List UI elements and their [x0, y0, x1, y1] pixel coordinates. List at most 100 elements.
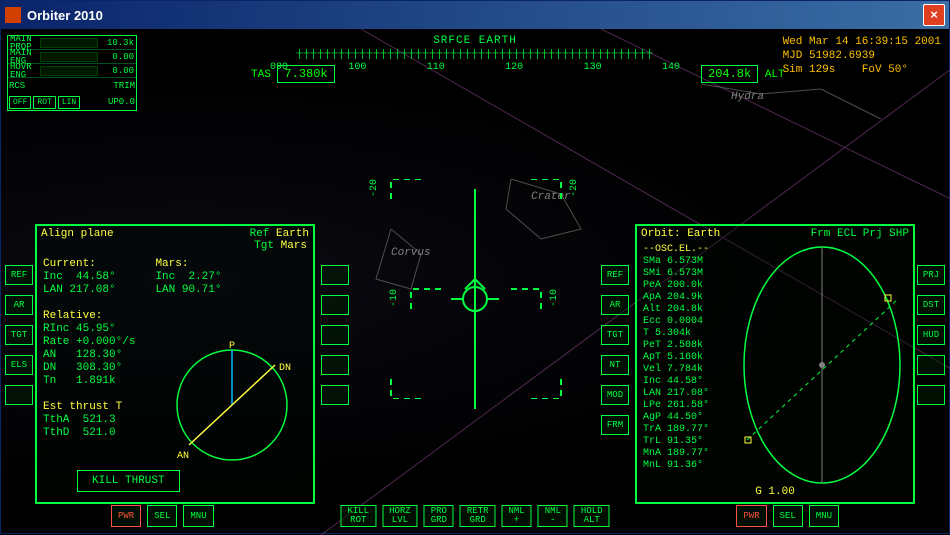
mfd-left-bottom-buttons: PWR SEL MNU — [111, 505, 214, 527]
main-eng-value: 0.00 — [100, 52, 136, 62]
hovr-eng-label: HOVR ENG — [8, 63, 38, 79]
btn-els[interactable]: ELS — [5, 355, 33, 375]
relative-hdr: Relative: — [43, 310, 135, 323]
date-time: Wed Mar 14 16:39:15 2001 — [783, 35, 941, 49]
alt-readout: 204.8k ALT — [701, 65, 785, 83]
heading-ticks: ┼┼┼┼┼┼┼┼┼┼┼┼┼┼┼┼┼┼┼┼┼┼┼┼┼┼┼┼┼┼┼┼┼┼┼┼┼┼┼┼… — [260, 49, 690, 60]
tas-value: 7.380k — [277, 65, 334, 83]
rcs-lin-button[interactable]: LIN — [58, 96, 80, 109]
btn-dst[interactable]: DST — [917, 295, 945, 315]
engine-panel: MAIN PROP 10.3k MAIN ENG 0.00 HOVR ENG 0… — [7, 35, 137, 111]
cur-inc: 44.58° — [76, 271, 116, 283]
btn-right-pwr[interactable]: PWR — [736, 505, 766, 527]
thrust-hdr: Est thrust T — [43, 401, 135, 414]
rel-rate: +0.000°/s — [76, 336, 135, 348]
trim-value: UP0.0 — [108, 97, 135, 107]
btn-l-in-2[interactable]: · — [321, 295, 349, 315]
mjd: MJD 51982.6939 — [783, 49, 941, 63]
tas-readout: TAS 7.380k — [251, 65, 335, 83]
btn-l-in-4[interactable]: · — [321, 355, 349, 375]
svg-text:P: P — [229, 341, 235, 352]
mfd-right-bottom-buttons: PWR SEL MNU — [736, 505, 839, 527]
btn-l-in-1[interactable]: · — [321, 265, 349, 285]
rcs-row: RCS TRIM — [8, 78, 136, 94]
app-icon — [5, 7, 21, 23]
btn-r-ref[interactable]: REF — [601, 265, 629, 285]
tgt-label: Tgt — [254, 240, 274, 252]
svg-text:-10: -10 — [549, 289, 560, 307]
rel-rinc: 45.95° — [76, 323, 116, 335]
plane-align-indicator: P DN AN — [167, 340, 297, 470]
hovr-eng-bar — [40, 66, 98, 76]
ap-btn-3[interactable]: RETR GRD — [460, 505, 496, 527]
trim-label: TRIM — [113, 81, 135, 91]
btn-ar[interactable]: AR — [5, 295, 33, 315]
rcs-rot-button[interactable]: ROT — [33, 96, 55, 109]
svg-text:-10: -10 — [389, 289, 400, 307]
btn-left-mnu[interactable]: MNU — [183, 505, 213, 527]
prj-label: Prj SHP — [863, 228, 909, 240]
rel-tn: 1.891k — [76, 375, 116, 387]
svg-text:DN: DN — [279, 363, 291, 374]
btn-right-mnu[interactable]: MNU — [809, 505, 839, 527]
btn-r-ar[interactable]: AR — [601, 295, 629, 315]
rcs-label: RCS — [9, 81, 25, 91]
ref-label: Ref — [250, 228, 270, 240]
tgt-lan: 90.71° — [182, 284, 222, 296]
mfd-left: Align plane Ref Earth Tgt Mars Current: … — [35, 224, 315, 504]
titlebar[interactable]: Orbiter 2010 × — [1, 1, 949, 29]
ttha: 521.3 — [83, 414, 116, 426]
btn-r-tgt[interactable]: TGT — [601, 325, 629, 345]
btn-tgt[interactable]: TGT — [5, 325, 33, 345]
btn-left-sel[interactable]: SEL — [147, 505, 177, 527]
ap-btn-6[interactable]: HOLD ALT — [574, 505, 610, 527]
btn-hud[interactable]: HUD — [917, 325, 945, 345]
frm-label: Frm ECL — [811, 228, 857, 240]
hovr-eng-row: HOVR ENG 0.00 — [8, 64, 136, 78]
mfd-right-inner-buttons: REF AR TGT NT MOD FRM — [601, 265, 629, 435]
svg-text:-20: -20 — [569, 179, 580, 197]
close-button[interactable]: × — [923, 4, 945, 26]
btn-r-nt[interactable]: NT — [601, 355, 629, 375]
main-prop-bar — [40, 38, 98, 48]
tgt-inc: 2.27° — [188, 271, 221, 283]
ap-btn-4[interactable]: NML + — [502, 505, 532, 527]
main-prop-value: 10.3k — [100, 38, 136, 48]
target-hdr: Mars: — [155, 258, 221, 271]
ap-btn-2[interactable]: PRO GRD — [424, 505, 454, 527]
btn-right-sel[interactable]: SEL — [773, 505, 803, 527]
btn-ref[interactable]: REF — [5, 265, 33, 285]
ap-btn-1[interactable]: HORZ LVL — [382, 505, 418, 527]
btn-l-in-5[interactable]: · — [321, 385, 349, 405]
hdg-120: 120 — [505, 62, 523, 73]
btn-prj[interactable]: PRJ — [917, 265, 945, 285]
tthd: 521.0 — [83, 427, 116, 439]
svg-text:-20: -20 — [369, 179, 380, 197]
ap-btn-0[interactable]: KILL ROT — [340, 505, 376, 527]
main-eng-bar — [40, 52, 98, 62]
cur-lan: 217.08° — [69, 284, 115, 296]
fov: FoV 50° — [862, 64, 908, 76]
pitch-ladder: -20 -20 -10 -10 — [361, 179, 591, 399]
ap-btn-5[interactable]: NML - — [538, 505, 568, 527]
btn-r-out-5[interactable]: · — [917, 385, 945, 405]
kill-thrust-button[interactable]: KILL THRUST — [77, 470, 180, 492]
btn-l-in-3[interactable]: · — [321, 325, 349, 345]
mfd-right-outer-buttons: PRJ DST HUD · · — [917, 265, 945, 405]
window-title: Orbiter 2010 — [27, 8, 103, 23]
clock-panel: Wed Mar 14 16:39:15 2001 MJD 51982.6939 … — [783, 35, 941, 77]
rcs-off-button[interactable]: OFF — [9, 96, 31, 109]
rel-dn: 308.30° — [76, 362, 122, 374]
g-scale: G 1.00 — [755, 486, 795, 498]
mfd-left-outer-buttons: REF AR TGT ELS · — [5, 265, 33, 405]
btn-r-out-4[interactable]: · — [917, 355, 945, 375]
tgt-value: Mars — [281, 240, 307, 252]
btn-r-frm[interactable]: FRM — [601, 415, 629, 435]
hud-mode-label: SRFCE EARTH — [260, 35, 690, 47]
btn-r-mod[interactable]: MOD — [601, 385, 629, 405]
current-col: Current: Inc 44.58° LAN 217.08° Relative… — [43, 258, 135, 440]
btn-blank-l[interactable]: · — [5, 385, 33, 405]
mfd-left-title: Align plane — [41, 228, 114, 240]
btn-left-pwr[interactable]: PWR — [111, 505, 141, 527]
mfd-left-inner-buttons: · · · · · — [321, 265, 349, 405]
